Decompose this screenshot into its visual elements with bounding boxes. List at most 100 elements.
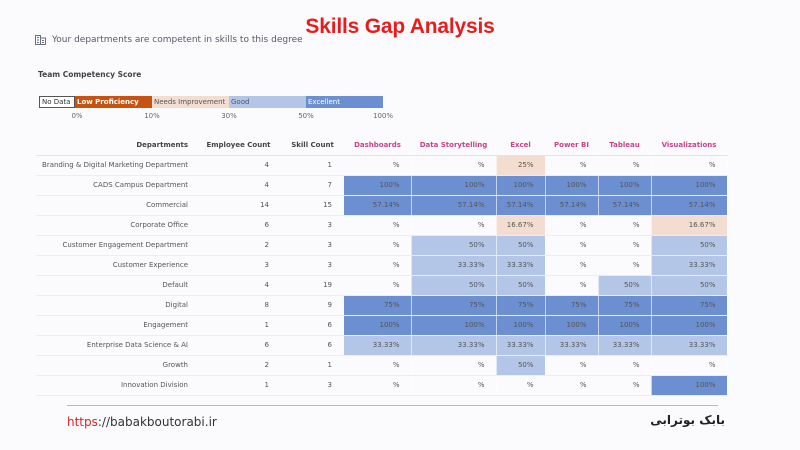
table-row[interactable]: Growth 2 1%% 50%%%% [36,355,728,376]
score-cell-dashboards[interactable]: % [344,235,412,256]
score-cell-visualizations[interactable]: 57.14% [651,195,728,216]
website-link[interactable]: https://babakboutorabi.ir [67,415,217,429]
score-cell-power-bi[interactable]: % [545,155,599,176]
score-cell-tableau[interactable]: 33.33% [598,335,652,356]
score-cell-dashboards[interactable]: % [344,275,412,296]
score-cell-excel[interactable]: 100% [496,175,546,196]
score-cell-excel[interactable]: 33.33% [496,255,546,276]
score-cell-dashboards[interactable]: % [344,215,412,236]
score-cell-power-bi[interactable]: % [545,255,599,276]
department-name: Branding & Digital Marketing Department [36,155,196,176]
score-cell-excel[interactable]: 16.67% [496,215,546,236]
score-cell-power-bi[interactable]: 100% [545,175,599,196]
score-cell-dashboards[interactable]: % [344,375,412,396]
score-cell-tableau[interactable]: % [598,155,652,176]
table-row[interactable]: Default 4 19% 50% 50%% 50% 50% [36,275,728,296]
column-header-power-bi[interactable]: Power BI [545,135,598,156]
score-cell-excel[interactable]: 50% [496,355,546,376]
column-header-skill-count[interactable]: Skill Count [281,135,344,156]
score-cell-data-storytelling[interactable]: % [411,355,497,376]
score-cell-data-storytelling[interactable]: 33.33% [411,255,497,276]
score-cell-dashboards[interactable]: % [344,255,412,276]
score-cell-tableau[interactable]: % [598,375,652,396]
score-cell-tableau[interactable]: 100% [598,315,652,336]
score-cell-tableau[interactable]: 100% [598,175,652,196]
score-cell-power-bi[interactable]: % [545,355,599,376]
score-cell-dashboards[interactable]: 100% [344,315,412,336]
table-row[interactable]: Digital 8 9 75% 75% 75% 75% 75% 75% [36,295,728,316]
score-cell-data-storytelling[interactable]: 100% [411,175,497,196]
score-cell-power-bi[interactable]: % [545,215,599,236]
score-cell-dashboards[interactable]: 75% [344,295,412,316]
score-cell-tableau[interactable]: 50% [598,275,652,296]
score-cell-visualizations[interactable]: 75% [651,295,728,316]
score-cell-data-storytelling[interactable]: 100% [411,315,497,336]
column-header-visualizations[interactable]: Visualizations [651,135,727,156]
score-cell-tableau[interactable]: 75% [598,295,652,316]
score-cell-data-storytelling[interactable]: 33.33% [411,335,497,356]
score-cell-visualizations[interactable]: % [651,355,728,376]
table-row[interactable]: Commercial 14 15 57.14% 57.14% 57.14% 57.14% 57… [36,195,728,216]
column-header-excel[interactable]: Excel [496,135,545,156]
score-cell-tableau[interactable]: 57.14% [598,195,652,216]
department-name: Customer Engagement Department [36,235,196,256]
score-cell-excel[interactable]: % [496,375,546,396]
legend-needs-improvement: Needs Improvement [152,96,229,108]
score-cell-excel[interactable]: 57.14% [496,195,546,216]
score-cell-data-storytelling[interactable]: % [411,215,497,236]
score-cell-dashboards[interactable]: 100% [344,175,412,196]
score-cell-visualizations[interactable]: 33.33% [651,255,728,276]
score-cell-power-bi[interactable]: 75% [545,295,599,316]
score-cell-power-bi[interactable]: % [545,275,599,296]
table-row[interactable]: Customer Experience 3 3% 33.33% 33.33%%% 33.3… [36,255,728,276]
score-cell-visualizations[interactable]: 50% [651,235,728,256]
score-cell-dashboards[interactable]: % [344,355,412,376]
table-row[interactable]: Customer Engagement Department 2 3% 50% 50%%… [36,235,728,256]
table-row[interactable]: Enterprise Data Science & AI 6 6 33.33% 33.3… [36,335,728,356]
score-cell-tableau[interactable]: % [598,255,652,276]
score-cell-data-storytelling[interactable]: 57.14% [411,195,497,216]
column-header-dashboards[interactable]: Dashboards [344,135,411,156]
score-cell-visualizations[interactable]: 100% [651,175,728,196]
legend-good: Good [229,96,306,108]
score-cell-excel[interactable]: 50% [496,275,546,296]
score-cell-data-storytelling[interactable]: % [411,155,497,176]
score-cell-visualizations[interactable]: 100% [651,375,728,396]
table-row[interactable]: Engagement 1 6 100% 100% 100% 100% 100% 100% [36,315,728,336]
score-cell-tableau[interactable]: % [598,355,652,376]
score-cell-data-storytelling[interactable]: % [411,375,497,396]
score-cell-tableau[interactable]: % [598,215,652,236]
score-cell-excel[interactable]: 75% [496,295,546,316]
score-cell-power-bi[interactable]: 57.14% [545,195,599,216]
legend-tick: 100% [372,112,394,120]
score-cell-power-bi[interactable]: 33.33% [545,335,599,356]
score-cell-excel[interactable]: 33.33% [496,335,546,356]
column-header-tableau[interactable]: Tableau [598,135,651,156]
score-cell-power-bi[interactable]: % [545,235,599,256]
score-cell-visualizations[interactable]: 33.33% [651,335,728,356]
score-cell-tableau[interactable]: % [598,235,652,256]
score-cell-data-storytelling[interactable]: 75% [411,295,497,316]
score-cell-dashboards[interactable]: 33.33% [344,335,412,356]
score-cell-dashboards[interactable]: 57.14% [344,195,412,216]
score-cell-power-bi[interactable]: % [545,375,599,396]
column-header-departments[interactable]: Departments [36,135,196,156]
employee-count: 6 [196,215,281,236]
table-row[interactable]: Innovation Division 1 3%%%%% 100% [36,375,728,396]
score-cell-visualizations[interactable]: 50% [651,275,728,296]
score-cell-visualizations[interactable]: 16.67% [651,215,728,236]
table-row[interactable]: Corporate Office 6 3%% 16.67%%% 16.67% [36,215,728,236]
column-header-data-storytelling[interactable]: Data Storytelling [411,135,496,156]
score-cell-data-storytelling[interactable]: 50% [411,275,497,296]
score-cell-visualizations[interactable]: 100% [651,315,728,336]
score-cell-data-storytelling[interactable]: 50% [411,235,497,256]
score-cell-power-bi[interactable]: 100% [545,315,599,336]
score-cell-excel[interactable]: 50% [496,235,546,256]
table-row[interactable]: CADS Campus Department 4 7 100% 100% 100% 100%… [36,175,728,196]
score-cell-visualizations[interactable]: % [651,155,728,176]
column-header-employee-count[interactable]: Employee Count [196,135,281,156]
score-cell-excel[interactable]: 100% [496,315,546,336]
table-row[interactable]: Branding & Digital Marketing Department 4… [36,155,728,176]
score-cell-dashboards[interactable]: % [344,155,412,176]
score-cell-excel[interactable]: 25% [496,155,546,176]
